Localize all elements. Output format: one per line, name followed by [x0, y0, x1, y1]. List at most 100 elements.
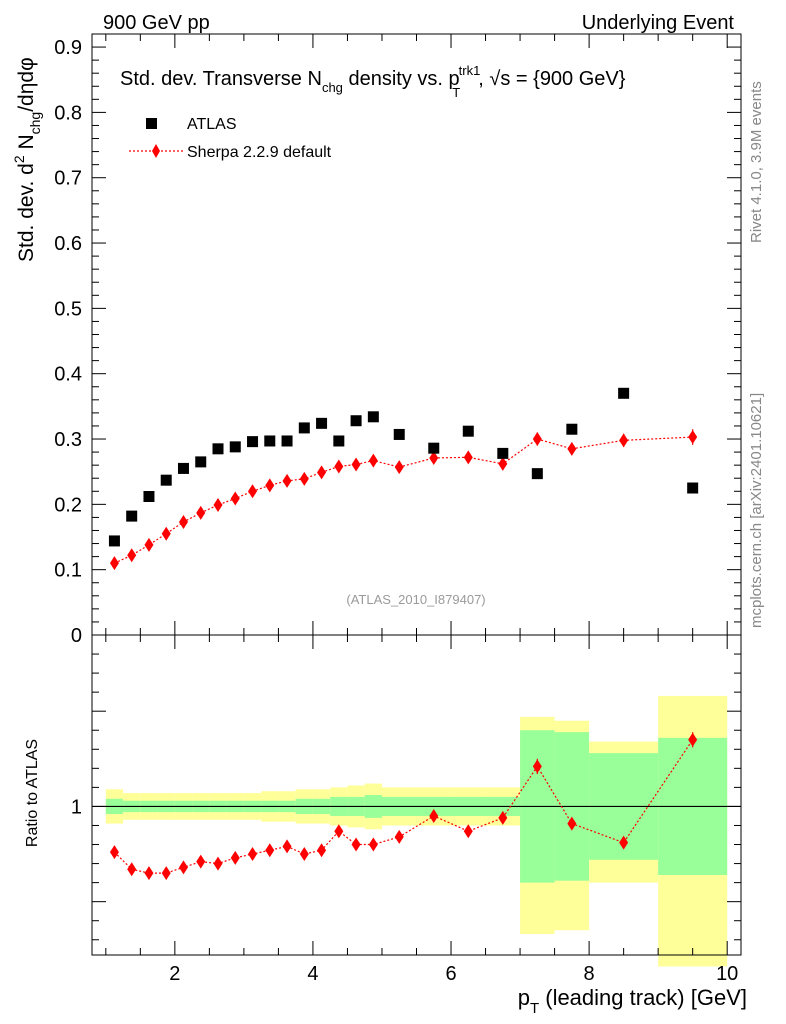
legend-atlas-label: ATLAS [187, 116, 237, 133]
atlas-point [350, 415, 362, 427]
sherpa-point [429, 450, 439, 465]
ratio-uncertainty-bands [105, 695, 728, 967]
header-left: 900 GeV pp [103, 12, 210, 34]
sherpa-point [532, 432, 542, 447]
x-tick-label: 2 [169, 963, 180, 985]
ratio-point [688, 732, 698, 747]
sherpa-point [498, 456, 508, 471]
ratio-point [178, 860, 188, 875]
atlas-point [108, 535, 120, 547]
y-tick-label: 0.8 [54, 102, 82, 124]
ratio-point [532, 759, 542, 774]
legend-sherpa-label: Sherpa 2.2.9 default [187, 144, 332, 161]
ratio-axis-ticks [92, 635, 741, 955]
atlas-point [126, 510, 138, 522]
sherpa-point [109, 556, 119, 571]
atlas-point [212, 443, 224, 455]
data-series [108, 387, 699, 547]
ratio-point [429, 808, 439, 823]
ratio-point [619, 835, 629, 850]
atlas-point [393, 428, 405, 440]
mcplots-source-label: mcplots.cern.ch [arXiv:2401.10621] [748, 393, 765, 628]
main-plot: 0 0.1 0.2 0.3 0.4 0.5 0.6 0.7 0.8 0.9 Std. dev. T… [11, 33, 742, 647]
sherpa-line [114, 436, 693, 564]
atlas-point [229, 441, 241, 453]
sherpa-point [196, 505, 206, 520]
y-tick-label: 0.9 [54, 37, 82, 59]
sherpa-point [127, 548, 137, 563]
atlas-point [618, 387, 630, 399]
atlas-point [195, 456, 207, 468]
ratio-point [463, 824, 473, 839]
ratio-point [196, 854, 206, 869]
ratio-y-tick-label: 1 [71, 796, 82, 818]
sherpa-point [282, 473, 292, 488]
atlas-point [333, 435, 345, 447]
ratio-y-tick-labels: 1 [71, 796, 82, 818]
atlas-point [566, 423, 578, 435]
sherpa-point [299, 471, 309, 486]
legend-atlas-marker [146, 118, 157, 129]
x-tick-label: 8 [584, 963, 595, 985]
ratio-point [334, 824, 344, 839]
ratio-y-axis-label: Ratio to ATLAS [24, 739, 41, 847]
ratio-plot-frame [91, 634, 742, 956]
x-axis-label: pT (leading track) [GeV] [518, 985, 747, 1017]
main-y-axis-label: Std. dev. d2 Nchg/dηdφ [11, 57, 43, 262]
atlas-point [687, 482, 699, 494]
sherpa-point [230, 491, 240, 506]
sherpa-point [394, 460, 404, 475]
atlas-point [247, 436, 259, 448]
x-tick-label: 4 [307, 963, 318, 985]
atlas-point [367, 411, 379, 423]
sherpa-point [265, 478, 275, 493]
sherpa-point [463, 450, 473, 465]
y-tick-label: 0.7 [54, 168, 82, 190]
y-tick-label: 0.5 [54, 298, 82, 320]
y-tick-label: 0.1 [54, 560, 82, 582]
sherpa-point [213, 498, 223, 513]
y-tick-label: 0.2 [54, 494, 82, 516]
ratio-point [248, 847, 258, 862]
ratio-point [265, 843, 275, 858]
analysis-tag: (ATLAS_2010_I879407) [346, 592, 485, 607]
atlas-point [281, 435, 293, 447]
ratio-point [299, 847, 309, 862]
sherpa-point [317, 465, 327, 480]
atlas-point [298, 422, 310, 434]
ratio-point [282, 839, 292, 854]
y-tick-label: 0.3 [54, 429, 82, 451]
y-tick-label: 0 [71, 625, 82, 647]
ratio-point [351, 837, 361, 852]
main-y-tick-labels: 0 0.1 0.2 0.3 0.4 0.5 0.6 0.7 0.8 0.9 [54, 37, 82, 647]
atlas-point [160, 474, 172, 486]
ratio-point [109, 845, 119, 860]
ratio-point [498, 810, 508, 825]
ratio-point [567, 816, 577, 831]
x-tick-labels: 2 4 6 8 10 [169, 963, 738, 985]
ratio-point [368, 837, 378, 852]
sherpa-point [248, 484, 258, 499]
sherpa-point [351, 457, 361, 472]
ratio-point [317, 843, 327, 858]
plot-title: Std. dev. Transverse Nchg density vs. pt… [120, 63, 626, 100]
x-tick-label: 10 [716, 963, 738, 985]
ratio-point [394, 829, 404, 844]
sherpa-point [178, 514, 188, 529]
rivet-version-label: Rivet 4.1.0, 3.9M events [748, 81, 765, 243]
atlas-point [497, 447, 509, 459]
ratio-line [114, 739, 694, 874]
y-tick-label: 0.6 [54, 233, 82, 255]
ratio-plot: Ratio to ATLAS 1 2 4 6 8 10 pT (leading trac… [24, 634, 747, 1017]
atlas-point [462, 425, 474, 437]
ratio-point [144, 866, 154, 881]
legend: ATLAS Sherpa 2.2.9 default [129, 116, 332, 161]
sherpa-point [567, 441, 577, 456]
sherpa-point [161, 526, 171, 541]
legend-sherpa-marker [152, 144, 160, 158]
ratio-point [161, 866, 171, 881]
atlas-point [428, 442, 440, 454]
atlas-point [177, 462, 189, 474]
ratio-point [230, 850, 240, 865]
